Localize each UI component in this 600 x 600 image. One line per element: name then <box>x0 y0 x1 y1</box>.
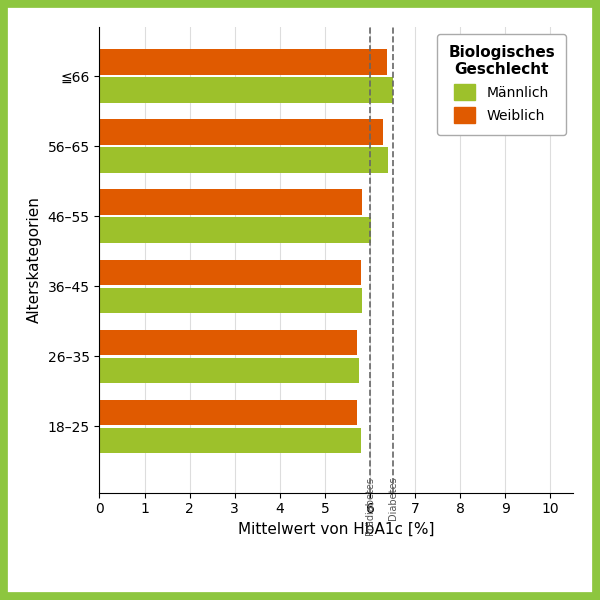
Text: Diabetes: Diabetes <box>388 476 398 520</box>
Bar <box>100 77 392 103</box>
Bar <box>100 217 371 243</box>
Legend: Männlich, Weiblich: Männlich, Weiblich <box>437 34 566 134</box>
Bar <box>100 190 362 215</box>
Bar <box>100 287 362 313</box>
Bar <box>100 428 361 453</box>
Text: Prädiabetes: Prädiabetes <box>365 476 375 535</box>
X-axis label: Mittelwert von HbA1c [%]: Mittelwert von HbA1c [%] <box>238 522 434 537</box>
Bar <box>100 358 359 383</box>
Bar <box>100 260 361 285</box>
Bar <box>100 329 358 355</box>
Bar <box>100 49 387 74</box>
Bar <box>100 119 383 145</box>
Bar <box>100 400 358 425</box>
Y-axis label: Alterskategorien: Alterskategorien <box>27 196 42 323</box>
Bar <box>100 148 388 173</box>
